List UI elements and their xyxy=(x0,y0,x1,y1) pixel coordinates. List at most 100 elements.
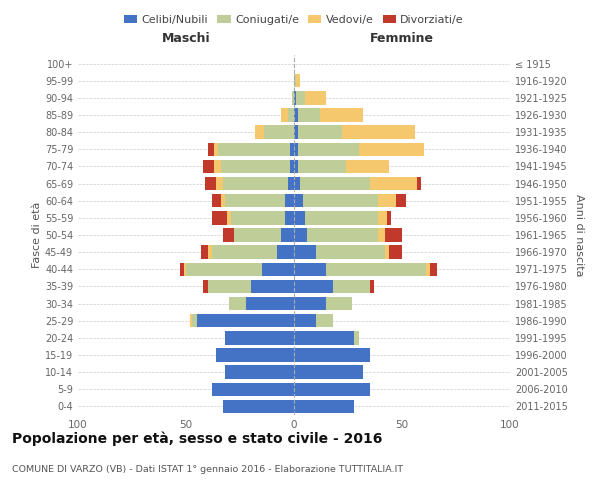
Bar xyxy=(387,211,391,224)
Bar xyxy=(302,194,378,207)
Bar xyxy=(301,177,370,190)
Bar xyxy=(294,160,298,173)
Bar xyxy=(341,126,415,139)
Bar xyxy=(294,211,305,224)
Bar xyxy=(316,246,385,259)
Bar xyxy=(203,280,208,293)
Bar xyxy=(208,280,251,293)
Bar xyxy=(197,314,294,328)
Bar xyxy=(218,142,290,156)
Bar xyxy=(355,331,359,344)
Bar xyxy=(212,246,277,259)
Bar xyxy=(307,228,378,241)
Bar xyxy=(287,108,294,122)
Bar xyxy=(214,160,221,173)
Bar xyxy=(359,142,424,156)
Bar xyxy=(298,160,346,173)
Bar xyxy=(298,142,359,156)
Text: Popolazione per età, sesso e stato civile - 2016: Popolazione per età, sesso e stato civil… xyxy=(12,431,382,446)
Bar xyxy=(225,194,286,207)
Bar xyxy=(385,228,402,241)
Bar xyxy=(221,194,225,207)
Bar xyxy=(214,142,218,156)
Bar xyxy=(370,280,374,293)
Bar xyxy=(294,228,307,241)
Bar xyxy=(290,160,294,173)
Bar xyxy=(179,262,184,276)
Bar xyxy=(294,314,316,328)
Bar xyxy=(205,177,216,190)
Bar xyxy=(294,262,326,276)
Bar xyxy=(305,91,326,104)
Bar xyxy=(229,297,247,310)
Bar xyxy=(294,382,370,396)
Bar xyxy=(385,246,389,259)
Bar xyxy=(225,331,294,344)
Bar xyxy=(294,74,296,88)
Bar xyxy=(212,382,294,396)
Bar xyxy=(326,297,352,310)
Bar xyxy=(426,262,430,276)
Bar xyxy=(294,366,363,379)
Bar xyxy=(378,228,385,241)
Bar xyxy=(290,142,294,156)
Bar xyxy=(221,160,290,173)
Y-axis label: Anni di nascita: Anni di nascita xyxy=(574,194,584,276)
Bar xyxy=(296,91,305,104)
Bar xyxy=(370,177,417,190)
Bar xyxy=(262,262,294,276)
Bar xyxy=(294,280,333,293)
Bar xyxy=(286,194,294,207)
Bar xyxy=(233,228,281,241)
Bar xyxy=(389,246,402,259)
Bar xyxy=(208,142,214,156)
Bar xyxy=(430,262,437,276)
Bar xyxy=(294,297,326,310)
Bar xyxy=(212,194,221,207)
Bar xyxy=(216,177,223,190)
Bar xyxy=(294,126,298,139)
Bar xyxy=(346,160,389,173)
Bar xyxy=(281,108,287,122)
Bar xyxy=(232,211,286,224)
Bar xyxy=(255,126,264,139)
Bar xyxy=(378,194,395,207)
Bar xyxy=(193,314,197,328)
Legend: Celibi/Nubili, Coniugati/e, Vedovi/e, Divorziati/e: Celibi/Nubili, Coniugati/e, Vedovi/e, Di… xyxy=(119,10,469,29)
Bar xyxy=(287,177,294,190)
Bar xyxy=(294,142,298,156)
Bar xyxy=(203,160,214,173)
Bar xyxy=(417,177,421,190)
Bar xyxy=(294,91,296,104)
Text: COMUNE DI VARZO (VB) - Dati ISTAT 1° gennaio 2016 - Elaborazione TUTTITALIA.IT: COMUNE DI VARZO (VB) - Dati ISTAT 1° gen… xyxy=(12,466,403,474)
Bar xyxy=(286,211,294,224)
Bar xyxy=(186,262,262,276)
Bar xyxy=(223,177,287,190)
Bar xyxy=(225,366,294,379)
Bar xyxy=(223,228,233,241)
Bar xyxy=(227,211,232,224)
Bar xyxy=(281,228,294,241)
Bar xyxy=(333,280,370,293)
Bar xyxy=(216,348,294,362)
Bar xyxy=(296,74,301,88)
Bar xyxy=(294,194,302,207)
Bar xyxy=(223,400,294,413)
Bar xyxy=(294,108,298,122)
Bar xyxy=(294,331,355,344)
Bar xyxy=(184,262,186,276)
Bar xyxy=(264,126,294,139)
Bar xyxy=(208,246,212,259)
Bar xyxy=(294,177,301,190)
Bar xyxy=(294,348,370,362)
Bar xyxy=(316,314,333,328)
Bar xyxy=(201,246,208,259)
Bar xyxy=(326,262,426,276)
Bar xyxy=(190,314,193,328)
Y-axis label: Fasce di età: Fasce di età xyxy=(32,202,42,268)
Bar xyxy=(212,211,227,224)
Text: Maschi: Maschi xyxy=(161,32,211,44)
Bar xyxy=(378,211,387,224)
Bar xyxy=(298,108,320,122)
Bar xyxy=(294,400,355,413)
